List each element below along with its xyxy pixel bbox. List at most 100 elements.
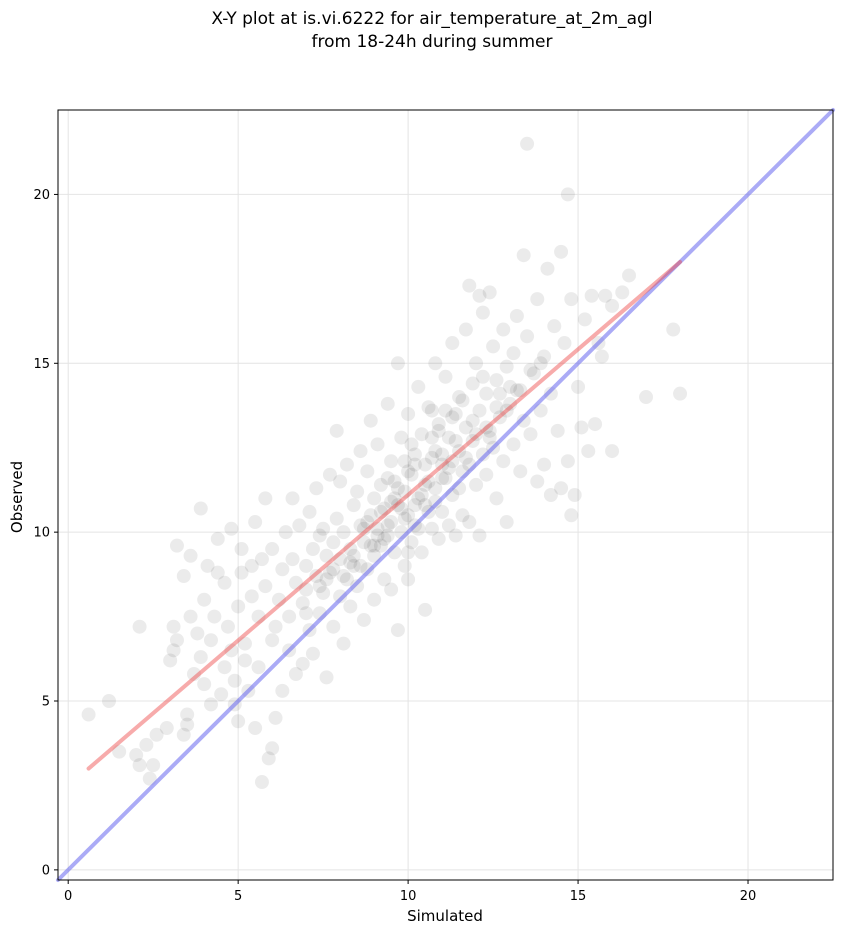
data-point-168 [441,430,456,445]
data-point-205 [509,309,524,324]
data-point-293 [465,413,480,428]
data-point-59 [261,751,276,766]
data-point-105 [343,542,358,557]
data-point-36 [217,575,232,590]
data-point-10 [159,721,174,736]
data-point-285 [475,369,490,384]
data-point-90 [319,548,334,563]
data-point-38 [224,521,239,536]
data-point-128 [380,396,395,411]
data-point-141 [397,558,412,573]
data-point-272 [363,538,378,553]
data-point-115 [360,464,375,479]
data-point-166 [438,471,453,486]
data-point-43 [231,599,246,614]
data-point-66 [275,683,290,698]
data-point-34 [214,687,229,702]
data-point-149 [411,491,426,506]
data-point-5 [132,619,147,634]
data-point-286 [499,403,514,418]
data-point-233 [577,312,592,327]
data-point-295 [523,363,538,378]
data-point-25 [193,650,208,665]
data-point-135 [390,498,405,513]
data-point-21 [183,548,198,563]
data-point-192 [482,285,497,300]
data-point-296 [312,579,327,594]
x-tick-label-0: 0 [64,889,72,904]
data-point-46 [237,636,252,651]
data-point-119 [367,548,382,563]
data-point-244 [639,390,654,405]
data-point-258 [394,501,409,516]
data-point-245 [666,322,681,337]
data-point-23 [190,626,205,641]
data-point-270 [458,450,473,465]
data-point-12 [166,643,181,658]
data-point-88 [316,585,331,600]
data-point-212 [523,427,538,442]
data-point-218 [537,457,552,472]
data-point-208 [516,248,531,263]
data-point-103 [339,572,354,587]
data-point-240 [605,298,620,313]
data-point-31 [207,609,222,624]
data-point-269 [414,488,429,502]
data-point-227 [560,454,575,469]
data-point-26 [197,677,212,692]
data-point-211 [520,329,535,344]
data-point-126 [377,572,392,587]
data-point-54 [251,609,266,624]
data-point-74 [288,666,303,681]
data-point-84 [309,569,324,584]
data-point-256 [435,471,450,486]
fit-lines [56,108,835,882]
data-point-85 [309,481,324,496]
data-point-121 [367,592,382,607]
data-point-143 [401,406,416,421]
data-point-1 [101,694,116,709]
data-point-163 [435,457,450,472]
data-point-207 [513,464,528,479]
data-point-210 [520,136,535,151]
data-point-108 [346,558,361,573]
data-point-110 [350,579,365,594]
data-point-45 [234,542,249,557]
data-point-68 [278,525,293,540]
data-point-91 [319,670,334,685]
data-point-234 [581,444,596,459]
data-point-159 [428,356,443,371]
data-point-35 [217,660,232,675]
data-point-32 [210,565,225,580]
fit-line-1 [86,259,683,771]
data-point-230 [567,488,582,502]
data-point-80 [302,504,317,519]
data-point-206 [513,383,528,398]
data-point-260 [441,460,456,475]
data-point-262 [404,437,419,452]
data-point-216 [533,403,548,418]
data-point-131 [384,515,399,530]
data-point-151 [414,545,429,560]
data-point-24 [193,501,208,516]
data-point-165 [438,369,453,384]
data-point-153 [418,498,433,513]
data-point-299 [380,471,395,486]
data-point-220 [543,386,558,401]
data-point-71 [285,552,300,567]
data-point-8 [146,758,161,773]
data-point-224 [554,244,569,259]
data-point-57 [258,579,273,594]
data-point-15 [169,633,184,648]
data-point-305 [533,356,548,371]
data-point-27 [197,592,212,607]
data-point-204 [506,437,521,452]
data-point-191 [482,423,497,438]
data-point-214 [530,292,545,307]
data-point-302 [445,454,460,469]
data-point-223 [550,423,565,438]
data-point-236 [588,417,603,432]
data-point-213 [526,366,541,381]
data-point-161 [431,531,446,546]
data-point-184 [469,356,484,371]
